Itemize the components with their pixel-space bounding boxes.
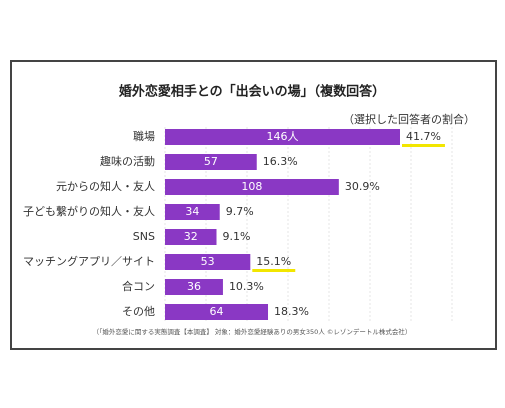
share-label: 9.7% xyxy=(226,205,254,218)
category-label: 元からの知人・友人 xyxy=(56,179,155,193)
share-label: 41.7% xyxy=(406,130,441,143)
bar xyxy=(165,129,400,145)
subtitle: （選択した回答者の割合） xyxy=(343,112,475,126)
share-label: 18.3% xyxy=(274,305,309,318)
category-label: 子ども繋がりの知人・友人 xyxy=(23,204,155,218)
value-label: 53 xyxy=(201,255,215,268)
share-label: 9.1% xyxy=(223,230,251,243)
bar xyxy=(165,304,269,320)
bar xyxy=(165,204,220,220)
note: （「婚外恋愛に関する実態調査【本調査】 対象：婚外恋愛経験ありの男女350人 ©… xyxy=(93,327,412,336)
bar xyxy=(165,254,251,270)
highlight-underline xyxy=(402,144,445,147)
bar xyxy=(165,229,217,245)
frame xyxy=(10,60,497,350)
value-label: 108 xyxy=(241,180,262,193)
share-label: 30.9% xyxy=(345,180,380,193)
bar xyxy=(165,179,339,195)
category-label: 趣味の活動 xyxy=(100,154,155,168)
category-label: マッチングアプリ／サイト xyxy=(23,254,155,268)
share-label: 10.3% xyxy=(229,280,264,293)
value-label: 34 xyxy=(185,205,199,218)
value-label: 57 xyxy=(204,155,218,168)
bar xyxy=(165,154,257,170)
bar xyxy=(165,279,223,295)
chart-title: 婚外恋愛相手との「出会いの場」（複数回答） xyxy=(119,84,385,100)
category-label: SNS xyxy=(133,230,155,243)
share-label: 15.1% xyxy=(256,255,291,268)
value-label: 36 xyxy=(187,280,201,293)
value-label: 64 xyxy=(210,305,224,318)
category-label: その他 xyxy=(122,305,155,318)
share-label: 16.3% xyxy=(263,155,298,168)
value-label: 146人 xyxy=(267,130,299,143)
category-label: 職場 xyxy=(133,130,155,143)
value-label: 32 xyxy=(184,230,198,243)
highlight-underline xyxy=(252,269,296,272)
category-label: 合コン xyxy=(122,279,155,293)
